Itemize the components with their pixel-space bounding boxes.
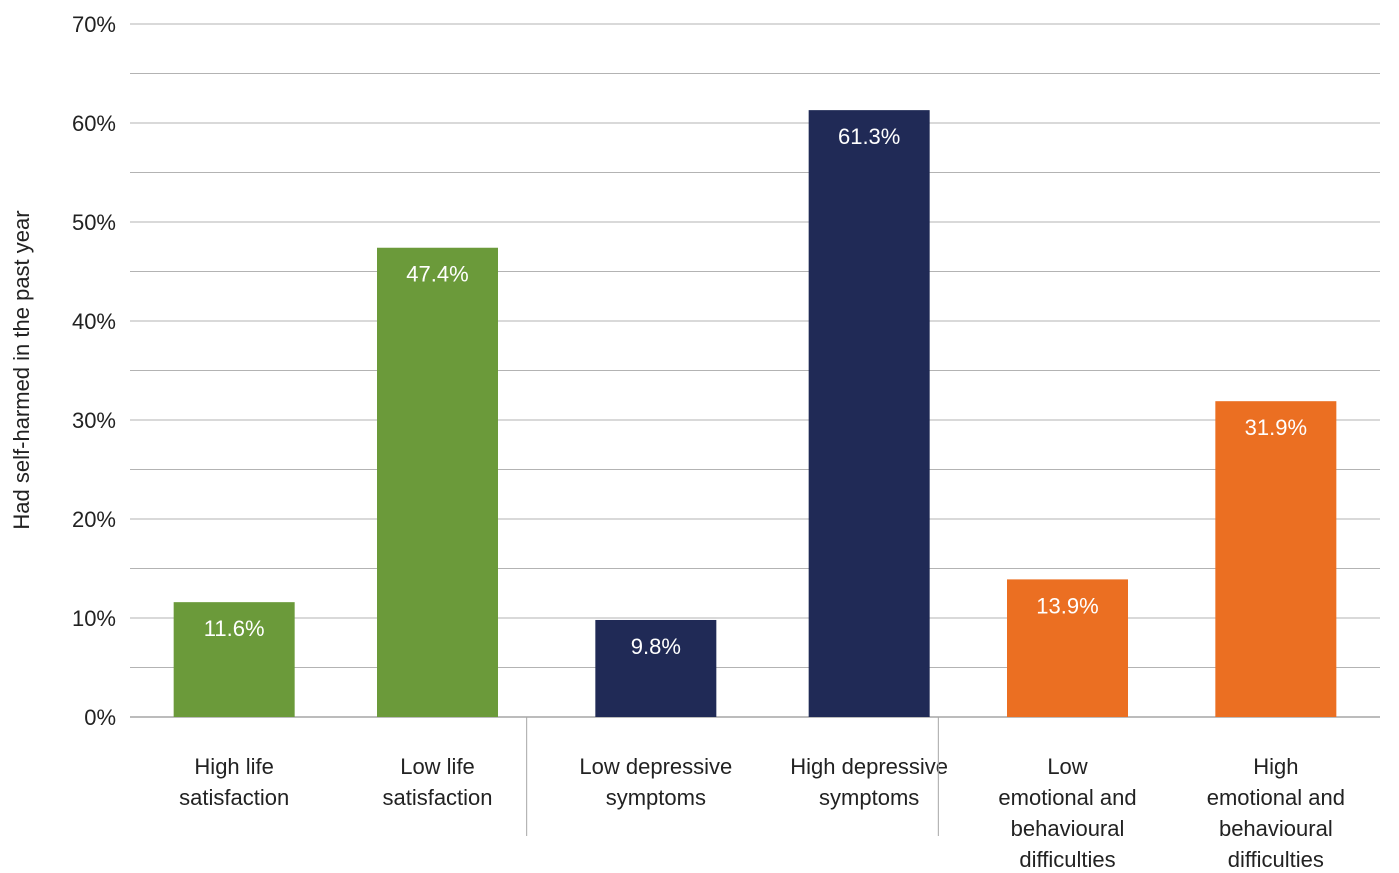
bar (808, 110, 930, 717)
category-label-line: satisfaction (179, 785, 289, 810)
y-tick-label: 60% (72, 111, 116, 136)
category-label-line: behavioural (1011, 816, 1125, 841)
data-label: 61.3% (838, 124, 900, 149)
data-labels: 11.6% 47.4% 9.8% 61.3% 13.9% 31.9% (204, 124, 1307, 659)
bar (173, 602, 295, 717)
category-label-line: High depressive (790, 754, 948, 779)
y-axis-title: Had self-harmed in the past year (9, 210, 34, 529)
category-label: Low life satisfaction (382, 754, 492, 810)
bar (377, 247, 498, 718)
bar (595, 619, 717, 717)
y-tick-label: 0% (84, 705, 116, 730)
y-tick-label: 30% (72, 408, 116, 433)
data-label: 13.9% (1036, 593, 1098, 618)
category-label-line: High (1253, 754, 1298, 779)
group-separators (526, 717, 939, 836)
data-label: 31.9% (1245, 415, 1307, 440)
category-label: Low emotional and behavioural difficulties (998, 754, 1136, 872)
category-label-line: emotional and (1207, 785, 1345, 810)
y-tick-label: 50% (72, 210, 116, 235)
y-tick-label: 20% (72, 507, 116, 532)
category-label-line: difficulties (1019, 847, 1115, 872)
category-label: High emotional and behavioural difficulties (1207, 754, 1345, 872)
data-label: 9.8% (631, 634, 681, 659)
data-label: 47.4% (406, 262, 468, 287)
category-label-line: High life (194, 754, 273, 779)
bar (1007, 579, 1128, 717)
category-label-line: symptoms (819, 785, 919, 810)
category-label-line: difficulties (1228, 847, 1324, 872)
y-tick-label: 70% (72, 12, 116, 37)
category-label-line: emotional and (998, 785, 1136, 810)
category-label-line: Low (1047, 754, 1087, 779)
bar (1215, 401, 1337, 717)
category-label-line: satisfaction (382, 785, 492, 810)
category-label-line: Low life (400, 754, 475, 779)
category-label-line: behavioural (1219, 816, 1333, 841)
bars (173, 110, 1337, 718)
gridlines (130, 23, 1380, 718)
category-label: Low depressive symptoms (579, 754, 732, 810)
y-axis-ticks: 0% 10% 20% 30% 40% 50% 60% 70% (72, 12, 116, 730)
category-labels: High life satisfaction Low life satisfactio… (179, 754, 1345, 872)
category-label-line: Low depressive (579, 754, 732, 779)
y-tick-label: 10% (72, 606, 116, 631)
data-label: 11.6% (204, 616, 265, 641)
y-tick-label: 40% (72, 309, 116, 334)
category-label-line: symptoms (606, 785, 706, 810)
category-label: High depressive symptoms (790, 754, 948, 810)
category-label: High life satisfaction (179, 754, 289, 810)
